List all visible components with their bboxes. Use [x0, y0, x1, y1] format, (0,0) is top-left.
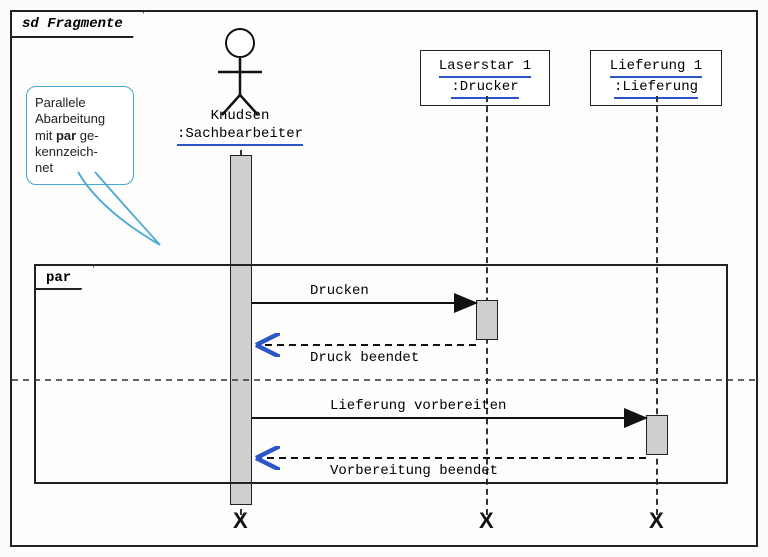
- object-box-drucker: Laserstar 1 :Drucker: [420, 50, 550, 106]
- actor-head-icon: [225, 28, 255, 58]
- destroy-actor: X: [233, 508, 248, 534]
- msg-drucken-label: Drucken: [310, 283, 369, 299]
- annotation-bubble: Parallele Abarbeitung mit par ge- kennze…: [26, 86, 134, 185]
- frame-title: sd Fragmente: [10, 10, 145, 38]
- msg-lieferung-vorb-label: Lieferung vorbereiten: [330, 398, 506, 414]
- destroy-lieferung: X: [649, 508, 664, 534]
- par-fragment: par: [34, 264, 728, 484]
- destroy-drucker: X: [479, 508, 494, 534]
- msg-vorbereitung-beendet-label: Vorbereitung beendet: [330, 463, 498, 479]
- msg-druck-beendet-label: Druck beendet: [310, 350, 419, 366]
- actor-label: Knudsen :Sachbearbeiter: [170, 108, 310, 146]
- par-label: par: [34, 264, 95, 290]
